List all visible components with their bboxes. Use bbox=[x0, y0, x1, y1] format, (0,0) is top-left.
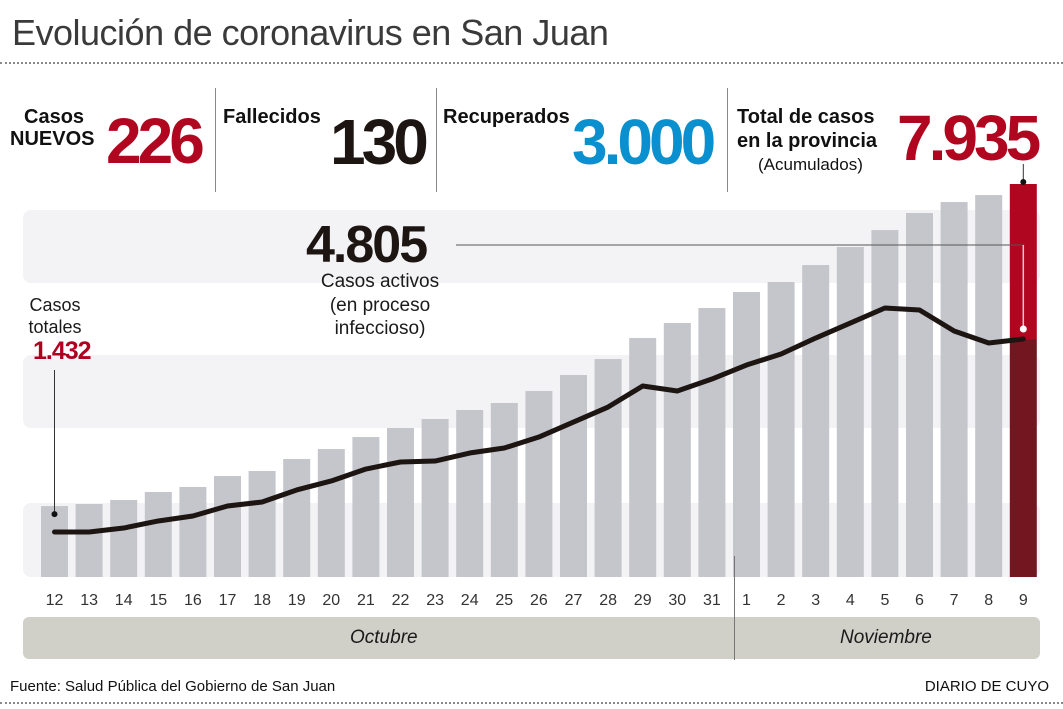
x-tick-label: 6 bbox=[915, 592, 924, 609]
x-tick-label: 31 bbox=[703, 592, 721, 609]
bar bbox=[41, 506, 68, 577]
activos-leader-dot bbox=[1019, 325, 1027, 333]
total-value: 7.935 bbox=[897, 102, 1041, 174]
x-tick-label: 3 bbox=[811, 592, 820, 609]
activos-line-3: infeccioso) bbox=[334, 318, 426, 339]
bar bbox=[490, 403, 518, 577]
x-tick-label: 18 bbox=[253, 592, 271, 609]
x-tick-label: 16 bbox=[184, 592, 202, 609]
bar bbox=[110, 499, 138, 577]
bar bbox=[802, 265, 830, 577]
bar bbox=[940, 202, 968, 577]
activos-value: 4.805 bbox=[306, 216, 428, 274]
x-tick-label: 8 bbox=[984, 592, 993, 609]
x-tick-label: 15 bbox=[149, 592, 167, 609]
totales-leader-dot bbox=[51, 511, 58, 518]
x-tick-label: 30 bbox=[668, 592, 686, 609]
bar bbox=[629, 337, 657, 577]
nuevos-label-1: Casos bbox=[24, 106, 85, 128]
nuevos-value: 226 bbox=[106, 105, 205, 177]
bar bbox=[352, 437, 380, 577]
source-text: Fuente: Salud Pública del Gobierno de Sa… bbox=[10, 678, 336, 695]
x-tick-label: 2 bbox=[777, 592, 786, 609]
total-leader-dot bbox=[1020, 179, 1027, 185]
bar bbox=[663, 322, 691, 577]
bar bbox=[525, 391, 553, 577]
bar-highlight-active-part bbox=[1009, 339, 1037, 577]
x-tick-label: 12 bbox=[46, 592, 64, 609]
totales-value: 1.432 bbox=[33, 337, 92, 365]
bar bbox=[387, 428, 414, 577]
month-november: Noviembre bbox=[840, 627, 932, 648]
bar bbox=[733, 292, 760, 577]
x-tick-label: 26 bbox=[530, 592, 548, 609]
x-tick-label: 19 bbox=[288, 592, 306, 609]
bar bbox=[421, 419, 449, 577]
x-tick-label: 28 bbox=[599, 592, 617, 609]
bar bbox=[698, 308, 726, 577]
x-tick-label: 29 bbox=[634, 592, 652, 609]
chart-area: 12 13 14 15 16 17 18 19 20 21 22 23 24 25 26 27 28 29 30 31… bbox=[23, 164, 1040, 609]
separator bbox=[215, 88, 216, 192]
bar bbox=[975, 195, 1003, 577]
bar bbox=[248, 471, 276, 577]
x-tick-label: 5 bbox=[880, 592, 889, 609]
x-tick-label: 23 bbox=[426, 592, 444, 609]
top-divider bbox=[0, 62, 1063, 64]
separator bbox=[727, 88, 728, 192]
bar bbox=[214, 476, 241, 577]
month-divider bbox=[734, 556, 735, 660]
x-tick-label: 24 bbox=[461, 592, 479, 609]
x-tick-label: 20 bbox=[322, 592, 340, 609]
chart-title: Evolución de coronavirus en San Juan bbox=[12, 12, 609, 53]
recuperados-label: Recuperados bbox=[443, 106, 570, 128]
x-tick-label: 21 bbox=[357, 592, 375, 609]
fallecidos-label: Fallecidos bbox=[223, 106, 321, 128]
background-band bbox=[23, 210, 1040, 283]
x-tick-label: 9 bbox=[1019, 592, 1028, 609]
bar bbox=[767, 282, 795, 577]
bar bbox=[871, 230, 899, 577]
x-tick-label: 1 bbox=[742, 592, 751, 609]
bar bbox=[594, 359, 622, 577]
x-tick-label: 7 bbox=[950, 592, 959, 609]
activos-line-1: Casos activos bbox=[320, 271, 440, 292]
fallecidos-value: 130 bbox=[330, 106, 429, 178]
x-tick-label: 25 bbox=[495, 592, 513, 609]
totales-line-1: Casos bbox=[29, 295, 81, 315]
x-tick-label: 13 bbox=[80, 592, 98, 609]
bar bbox=[75, 503, 103, 577]
month-band bbox=[23, 617, 1040, 659]
bar bbox=[283, 459, 311, 577]
bar bbox=[179, 487, 207, 577]
month-october: Octubre bbox=[350, 627, 418, 648]
bottom-divider bbox=[0, 702, 1063, 704]
total-label-2: en la provincia bbox=[737, 130, 878, 152]
brand-text: DIARIO DE CUYO bbox=[924, 678, 1049, 695]
totales-line-2: totales bbox=[28, 317, 82, 337]
x-tick-label: 4 bbox=[846, 592, 855, 609]
bar bbox=[456, 409, 484, 577]
x-tick-label: 14 bbox=[115, 592, 133, 609]
bar bbox=[144, 492, 172, 577]
x-tick-label: 22 bbox=[392, 592, 410, 609]
total-label-1: Total de casos bbox=[737, 106, 875, 128]
total-sub: (Acumulados) bbox=[758, 155, 863, 174]
bar bbox=[317, 449, 345, 577]
bar bbox=[836, 247, 864, 577]
activos-line-2: (en proceso bbox=[329, 295, 431, 316]
bar bbox=[906, 213, 933, 577]
recuperados-value: 3.000 bbox=[572, 106, 716, 178]
nuevos-label-2: NUEVOS bbox=[10, 128, 95, 150]
bar bbox=[560, 375, 587, 577]
separator bbox=[436, 88, 437, 192]
x-tick-label: 27 bbox=[565, 592, 583, 609]
x-tick-label: 17 bbox=[219, 592, 237, 609]
